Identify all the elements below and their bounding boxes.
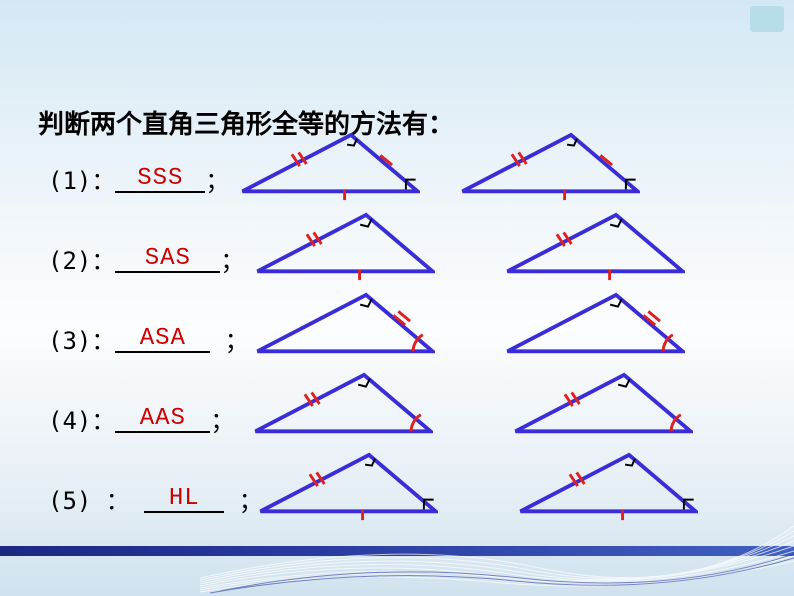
triangle-pair-2 — [255, 211, 685, 283]
triangle-icon — [505, 211, 685, 283]
method-row-2: (2)： SAS ； — [48, 241, 244, 276]
row-suffix: ； — [210, 401, 234, 436]
method-row-4: (4)： AAS ； — [48, 401, 234, 436]
answer-underline: AAS — [115, 405, 210, 433]
triangle-icon — [513, 371, 693, 443]
corner-decoration — [750, 6, 784, 32]
row-label: (3)： — [48, 321, 115, 356]
answer-text: SAS — [145, 245, 191, 272]
answer-text: ASA — [140, 325, 186, 352]
method-row-1: (1)： SSS ； — [48, 161, 229, 196]
row-suffix: ； — [224, 481, 262, 516]
row-suffix: ； — [210, 321, 248, 356]
row-suffix: ； — [205, 161, 229, 196]
triangle-icon — [518, 451, 698, 523]
row-label: (4)： — [48, 401, 115, 436]
answer-text: HL — [169, 485, 200, 512]
triangle-icon — [240, 131, 420, 203]
bottom-band — [0, 546, 794, 556]
triangle-icon — [255, 211, 435, 283]
method-row-5: (5) ： HL ； — [48, 481, 263, 516]
answer-text: AAS — [140, 405, 186, 432]
triangle-pair-1 — [240, 131, 640, 203]
triangle-icon — [258, 451, 438, 523]
triangle-icon — [253, 371, 433, 443]
triangle-icon — [460, 131, 640, 203]
answer-underline: SSS — [115, 165, 205, 193]
triangle-pair-4 — [253, 371, 693, 443]
triangle-pair-3 — [255, 291, 685, 363]
answer-underline: HL — [144, 485, 224, 513]
row-label: (5) ： — [48, 481, 144, 516]
triangle-icon — [505, 291, 685, 363]
triangle-pair-5 — [258, 451, 698, 523]
row-suffix: ； — [220, 241, 244, 276]
row-label: (2)： — [48, 241, 115, 276]
answer-underline: SAS — [115, 245, 220, 273]
triangle-icon — [255, 291, 435, 363]
answer-underline: ASA — [115, 325, 210, 353]
method-row-3: (3)： ASA ； — [48, 321, 249, 356]
row-label: (1)： — [48, 161, 115, 196]
answer-text: SSS — [137, 165, 183, 192]
